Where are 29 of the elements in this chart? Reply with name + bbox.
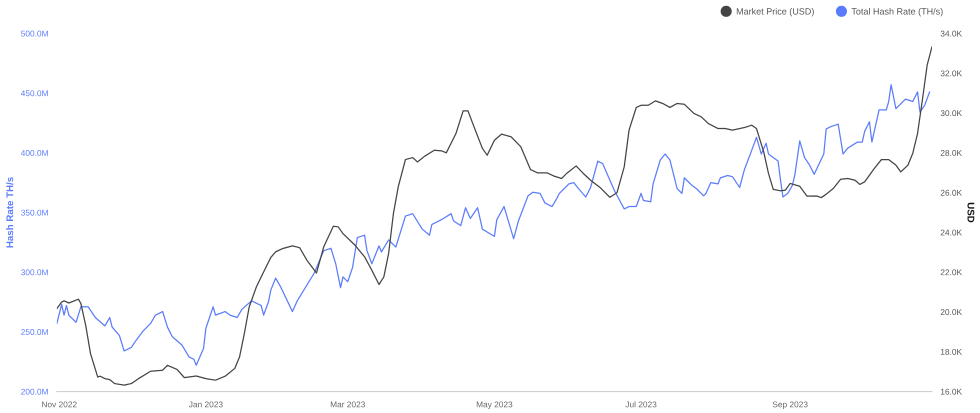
y-tick-label: 300.0M (21, 269, 48, 276)
x-tick-label: May 2023 (476, 401, 512, 410)
y-tick-label: 500.0M (21, 30, 48, 37)
y2-tick-label: 34.0K (940, 30, 962, 37)
y-tick-label: 350.0M (21, 210, 48, 216)
line-series (56, 84, 930, 366)
x-tick-label: Jan 2023 (188, 401, 223, 408)
y2-tick-label: 26.0K (940, 190, 962, 196)
y-tick-label: 250.0M (21, 329, 48, 335)
y2-tick-label: 18.0K (940, 348, 962, 355)
y-tick-label: 450.0M (20, 90, 48, 96)
y2-tick-label: 16.0K (940, 388, 962, 395)
y2-tick-label: 28.0K (940, 150, 962, 156)
x-tick-label: Mar 2023 (330, 401, 365, 408)
legend-label: Total Hash Rate (TH/s) (852, 8, 943, 16)
y2-tick-label: 22.0K (940, 269, 962, 276)
line-series (56, 46, 932, 386)
legend-label: Market Price (USD) (736, 8, 814, 16)
x-tick-label: Jul 2023 (625, 401, 656, 408)
y2-axis-title: USD (967, 202, 974, 222)
y2-tick-label: 30.0K (940, 110, 962, 116)
y-tick-label: 400.0M (20, 150, 48, 156)
y-tick-label: 200.0M (21, 388, 48, 395)
y-axis-title: Hash Rate TH/s (6, 177, 14, 248)
x-tick-label: Nov 2022 (42, 401, 77, 408)
y2-tick-label: 32.0K (940, 70, 962, 76)
y2-tick-label: 20.0K (940, 309, 962, 316)
x-tick-label: Sep 2023 (772, 401, 808, 410)
y2-tick-label: 24.0K (940, 230, 962, 236)
